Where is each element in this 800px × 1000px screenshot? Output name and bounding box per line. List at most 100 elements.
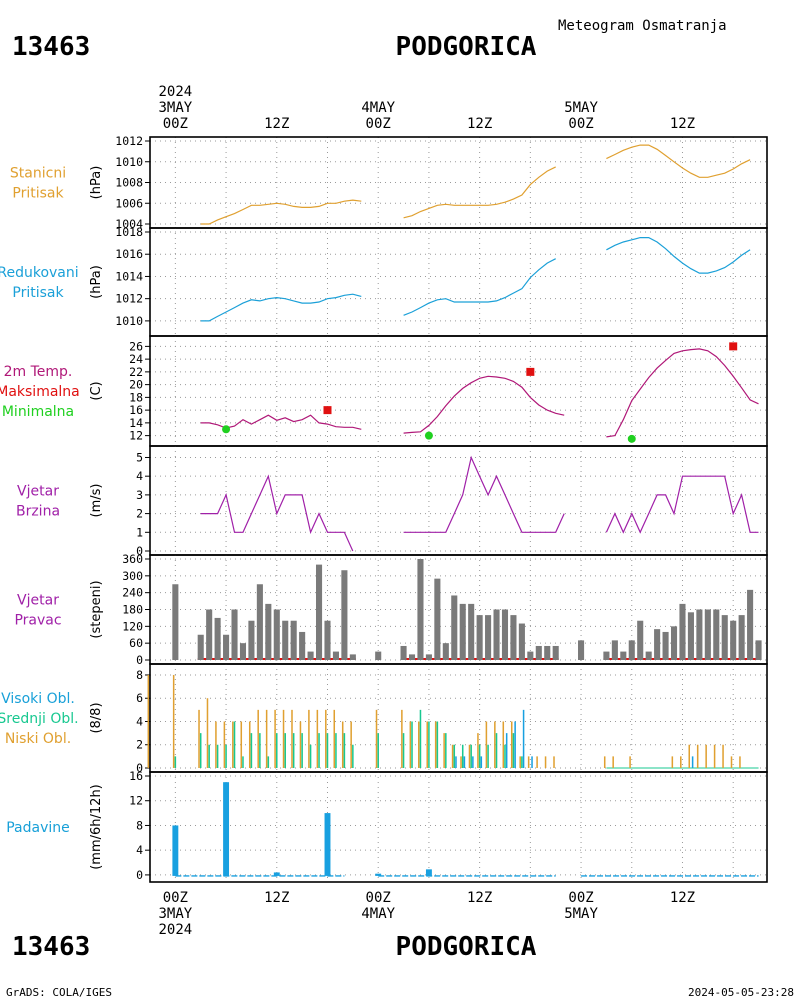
mid-cloud-bar (402, 733, 405, 768)
y-tick-label: 4 (136, 843, 143, 857)
low-cloud-bar (443, 733, 445, 768)
top-time-label: 12Z (467, 116, 492, 132)
mid-cloud-bar (242, 756, 244, 768)
panel-label: Brzina (16, 504, 60, 520)
y-tick-label: 0 (136, 544, 143, 558)
y-tick-label: 26 (129, 339, 143, 353)
panel-label: Visoki Obl. (1, 691, 75, 707)
wind-direction-bar (738, 615, 745, 660)
bottom-time-label: 00Z (366, 890, 391, 906)
wind-direction-bar (239, 643, 247, 660)
y-tick-label: 2 (136, 507, 143, 521)
precip-bar (223, 782, 230, 876)
low-cloud-bar (671, 756, 674, 768)
bottom-time-label: 2024 (158, 922, 192, 938)
low-cloud-bar (696, 744, 699, 768)
bottom-time-label: 5MAY (564, 906, 598, 922)
min-temp-marker (424, 431, 433, 440)
y-tick-label: 4 (136, 469, 143, 483)
y-tick-label: 1014 (115, 269, 143, 283)
wind-direction-bar (434, 578, 441, 660)
bottom-time-label: 12Z (670, 890, 695, 906)
min-temp-marker (222, 425, 231, 434)
panel-label: Vjetar (17, 484, 59, 500)
y-tick-label: 2 (136, 738, 143, 752)
panel-label: Pritisak (12, 285, 64, 301)
panel-frame (149, 335, 768, 447)
series-line (606, 237, 751, 274)
mid-cloud-bar (326, 733, 329, 768)
mid-cloud-bar (504, 744, 506, 768)
y-tick-label: 1018 (115, 225, 143, 239)
y-tick-label: 0 (136, 868, 143, 882)
top-time-label: 12Z (264, 116, 289, 132)
wind-direction-bar (628, 640, 635, 660)
mid-cloud-bar (318, 733, 320, 768)
series-line (606, 348, 759, 438)
mid-cloud-bar (309, 744, 312, 768)
wind-direction-bar (485, 615, 492, 660)
bottom-time-label: 00Z (163, 890, 188, 906)
precip-bar (172, 825, 179, 876)
top-time-label: 3MAY (158, 100, 192, 116)
mid-cloud-bar (512, 733, 515, 768)
wind-direction-bar (544, 645, 551, 660)
mid-cloud-bar (250, 733, 253, 768)
top-time-label: 4MAY (361, 100, 395, 116)
max-temp-marker (526, 367, 535, 376)
wind-direction-bar (510, 615, 517, 660)
panel-station-pressure: 1004 1006 1008 1010 1012 (hPa) Stanicni Pritisa… (10, 134, 768, 231)
wind-direction-bar (747, 589, 754, 660)
precip-bar (273, 872, 280, 876)
low-cloud-bar (688, 744, 691, 768)
mid-cloud-bar (419, 709, 422, 768)
top-time-label: 00Z (366, 116, 391, 132)
wind-direction-bar (527, 651, 534, 660)
wind-direction-bar (172, 584, 179, 660)
y-tick-label: 1006 (115, 196, 143, 210)
mid-cloud-bar (487, 744, 489, 768)
mid-cloud-bar (216, 744, 219, 768)
y-tick-label: 5 (136, 450, 143, 464)
low-cloud-bar (325, 709, 327, 768)
panel-label: Pravac (14, 613, 61, 629)
series-line (403, 258, 556, 316)
panel-label: Vjetar (17, 593, 59, 609)
panel-wind-speed: 0 1 2 3 4 5 (m/s) Vjetar Brzina (16, 445, 768, 558)
mid-cloud-bar (292, 733, 295, 768)
mid-cloud-bar (478, 744, 481, 768)
mid-cloud-bar (470, 744, 472, 768)
series-line (403, 166, 556, 219)
low-cloud-bar (629, 756, 631, 768)
wind-direction-bar (654, 629, 661, 660)
station-id-top: 13463 (12, 32, 90, 62)
wind-direction-bar (231, 609, 238, 660)
mid-cloud-bar (335, 733, 337, 768)
panel-label: Padavine (6, 820, 70, 836)
panel-frame (149, 445, 768, 556)
panel-label: Stanicni (10, 166, 66, 182)
low-cloud-bar (722, 744, 724, 768)
low-cloud-bar (257, 709, 259, 768)
y-axis-unit: (hPa) (89, 265, 104, 299)
panel-label: Maksimalna (0, 384, 80, 400)
series-line (606, 144, 751, 178)
wind-direction-bar (206, 609, 213, 660)
mid-cloud-bar (343, 733, 346, 768)
mid-cloud-bar (267, 756, 270, 768)
low-cloud-bar (730, 756, 733, 768)
top-time-label: 2024 (158, 84, 192, 100)
wind-direction-bar (451, 595, 458, 660)
wind-direction-bar (662, 631, 669, 660)
mid-cloud-bar (301, 733, 303, 768)
wind-direction-bar (299, 631, 306, 660)
wind-direction-bar (645, 651, 652, 660)
series-line (605, 475, 759, 534)
wind-direction-bar (248, 620, 255, 660)
low-cloud-bar (375, 709, 378, 768)
y-tick-label: 0 (136, 761, 143, 775)
y-axis-unit: (mm/6h/12h) (89, 784, 104, 870)
wind-direction-bar (501, 609, 509, 660)
